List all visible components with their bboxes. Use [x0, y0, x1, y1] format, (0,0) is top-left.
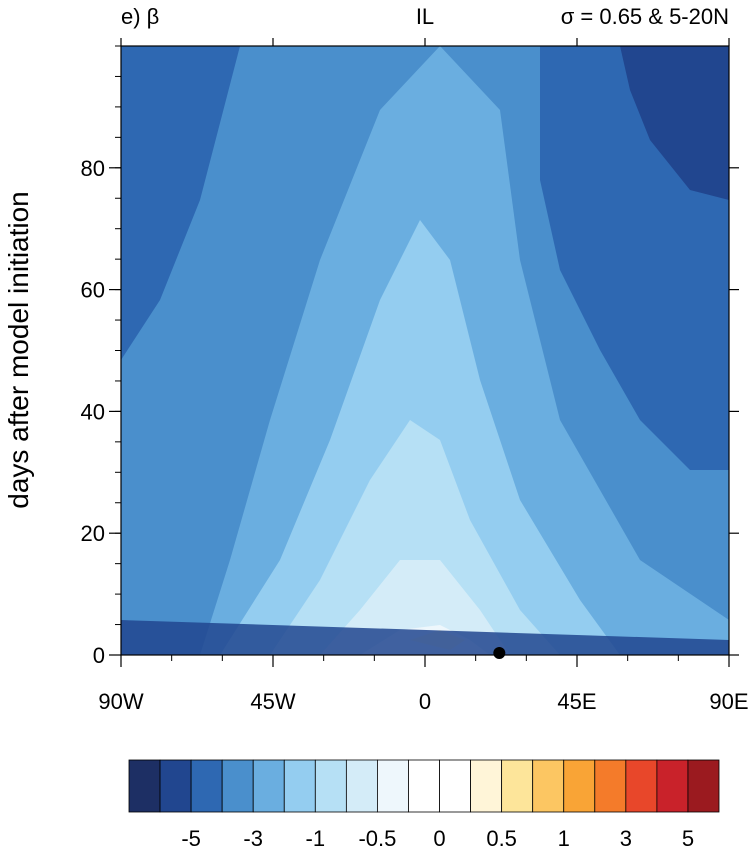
- colorbar-swatch: [221, 759, 254, 813]
- colorbar-swatch: [439, 759, 471, 813]
- colorbar-tick-label: -3: [243, 826, 263, 850]
- y-tick-label: 80: [81, 156, 105, 181]
- colorbar-swatch: [687, 759, 720, 813]
- colorbar-swatch: [252, 759, 285, 813]
- x-axis: 90W 45W 0 45E 90E: [98, 38, 749, 714]
- y-tick-label: 40: [81, 399, 105, 424]
- colorbar-swatch: [408, 759, 440, 813]
- colorbar-swatch: [128, 759, 161, 813]
- x-tick-label: 45W: [250, 689, 295, 714]
- colorbar-swatch: [377, 759, 409, 813]
- colorbar-swatch: [656, 759, 689, 813]
- colorbar-swatch: [283, 759, 316, 813]
- colorbar-swatch: [594, 759, 627, 813]
- right-title: σ = 0.65 & 5-20N: [561, 4, 729, 29]
- colorbar-swatch: [532, 759, 565, 813]
- source-marker: [493, 647, 506, 659]
- colorbar-tick-label: 1: [558, 826, 570, 850]
- x-tick-label: 45E: [557, 689, 596, 714]
- y-axis-label: days after model initiation: [3, 191, 34, 509]
- field-bottom-band: [121, 620, 729, 655]
- panel-label: e) β: [121, 4, 159, 29]
- field-west-dark: [121, 46, 240, 360]
- colorbar-swatch: [190, 759, 223, 813]
- colorbar-swatch: [563, 759, 596, 813]
- y-tick-label: 60: [81, 278, 105, 303]
- colorbar-swatch: [314, 759, 347, 813]
- colorbar: [128, 759, 720, 813]
- y-axis: 0 20 40 60 80: [81, 45, 739, 668]
- x-tick-label: 90E: [709, 689, 748, 714]
- center-title: IL: [416, 4, 434, 29]
- y-tick-label: 0: [93, 643, 105, 668]
- colorbar-tick-label: -0.5: [358, 826, 396, 850]
- colorbar-tick-label: 0: [433, 826, 445, 850]
- colorbar-labels: -5 -3 -1 -0.5 0 0.5 1 3 5: [181, 826, 694, 850]
- field-east-darker: [620, 46, 729, 200]
- colorbar-swatch: [470, 759, 503, 813]
- colorbar-swatch: [345, 759, 378, 813]
- y-tick-label: 20: [81, 521, 105, 546]
- colorbar-tick-label: 5: [682, 826, 694, 850]
- colorbar-tick-label: 0.5: [486, 826, 517, 850]
- field-inner: [270, 420, 560, 655]
- colorbar-tick-label: 3: [620, 826, 632, 850]
- x-tick-label: 0: [419, 689, 431, 714]
- x-tick-label: 90W: [98, 689, 143, 714]
- colorbar-swatch: [159, 759, 192, 813]
- colorbar-tick-label: -1: [306, 826, 326, 850]
- contour-field: [121, 46, 729, 655]
- colorbar-swatch: [501, 759, 534, 813]
- colorbar-swatch: [625, 759, 658, 813]
- colorbar-tick-label: -5: [181, 826, 201, 850]
